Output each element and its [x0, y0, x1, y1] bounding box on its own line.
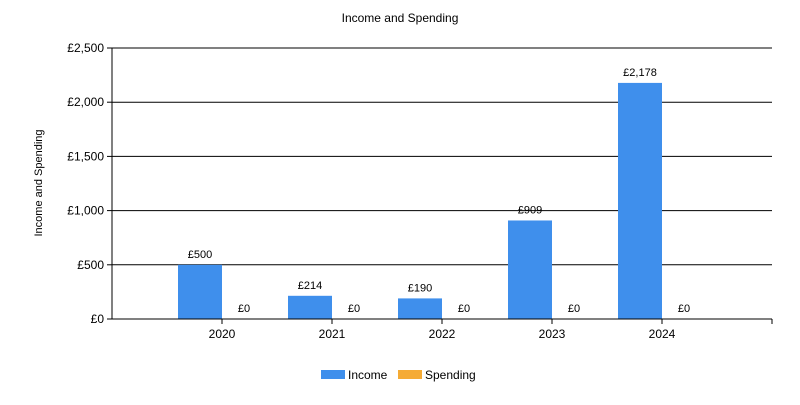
gridlines — [112, 47, 772, 266]
data-label: £214 — [298, 280, 322, 292]
y-tick-label: £2,000 — [67, 95, 104, 109]
bar-income-2021 — [288, 295, 332, 319]
x-tick-label: 2022 — [429, 327, 456, 341]
bar-income-2023 — [508, 220, 552, 319]
bar-income-2020 — [178, 264, 222, 319]
bar-income-2022 — [398, 298, 442, 319]
x-tick-label: 2023 — [539, 327, 566, 341]
data-labels: £500 £0 £214 £0 £190 £0 £909 £0 £2,178 £0 — [188, 67, 690, 315]
legend: Income Spending — [321, 368, 476, 382]
data-label: £0 — [678, 303, 690, 315]
data-label: £0 — [568, 303, 580, 315]
legend-item-spending: Spending — [398, 368, 476, 382]
x-tick-label: 2021 — [319, 327, 346, 341]
data-label: £190 — [408, 282, 432, 294]
chart-title: Income and Spending — [342, 11, 459, 25]
data-label: £0 — [238, 303, 250, 315]
legend-label: Income — [348, 368, 388, 382]
x-axis-ticks: 2020 2021 2022 2023 2024 — [209, 319, 676, 341]
x-tick-label: 2020 — [209, 327, 236, 341]
y-tick-label: £1,000 — [67, 204, 104, 218]
y-tick-label: £1,500 — [67, 149, 104, 163]
data-label: £909 — [518, 204, 542, 216]
legend-item-income: Income — [321, 368, 388, 382]
y-tick-label: £0 — [91, 312, 105, 326]
x-tick-label: 2024 — [649, 327, 676, 341]
legend-label: Spending — [425, 368, 476, 382]
legend-swatch — [321, 370, 345, 379]
legend-swatch — [398, 370, 422, 379]
data-label: £2,178 — [623, 67, 657, 79]
y-axis-title: Income and Spending — [33, 129, 45, 236]
bars — [178, 82, 662, 319]
data-label: £0 — [458, 303, 470, 315]
y-tick-label: £2,500 — [67, 41, 104, 55]
y-axis-ticks: £0 £500 £1,000 £1,500 £2,000 £2,500 — [67, 41, 112, 326]
bar-income-2024 — [618, 82, 662, 319]
y-tick-label: £500 — [77, 258, 104, 272]
data-label: £0 — [348, 303, 360, 315]
data-label: £500 — [188, 249, 212, 261]
